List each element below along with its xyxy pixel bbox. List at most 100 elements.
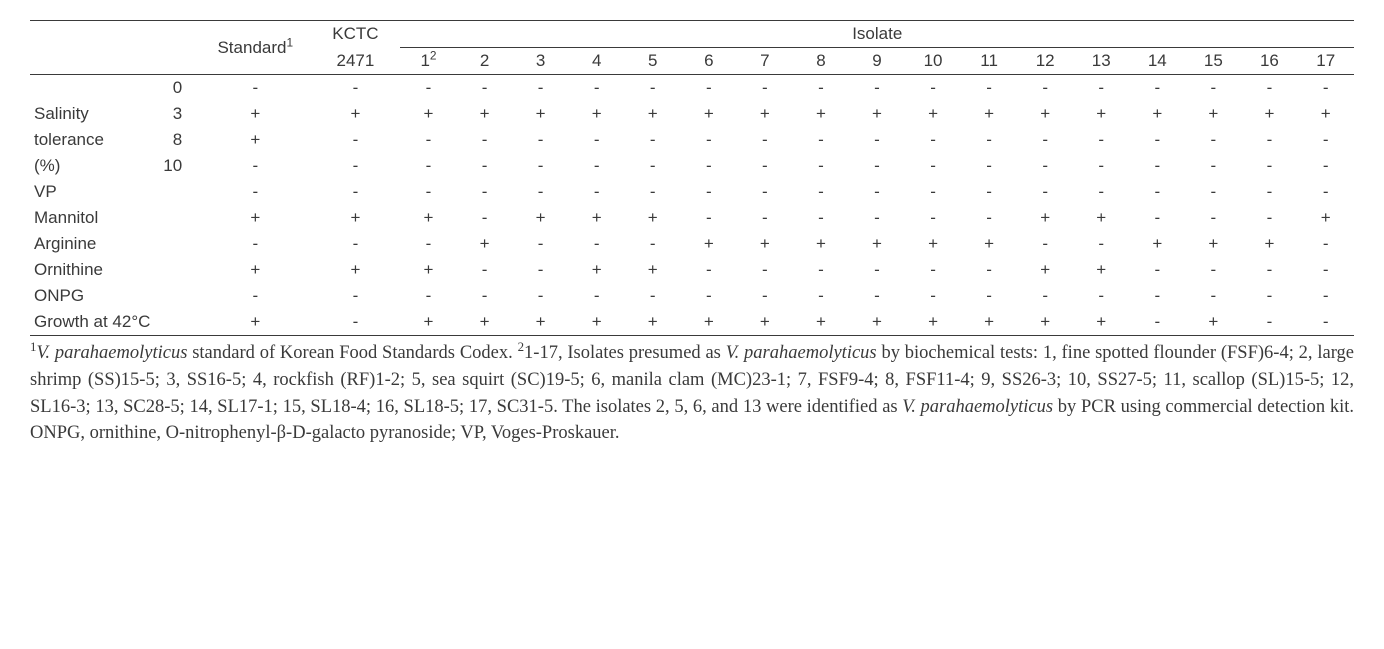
table-row: Arginine - - - + - - - + + + + + + - - +…	[30, 231, 1354, 257]
cell: -	[849, 205, 905, 231]
cell: -	[1017, 127, 1073, 153]
header-iso-1: 12	[400, 48, 456, 75]
cell: -	[905, 205, 961, 231]
row-label-vp: VP	[30, 179, 200, 205]
cell: -	[905, 179, 961, 205]
cell: -	[310, 283, 400, 309]
cell: -	[1241, 127, 1297, 153]
cell: -	[310, 127, 400, 153]
header-iso-16: 16	[1241, 48, 1297, 75]
header-blank-1	[30, 21, 125, 75]
cell: -	[1241, 283, 1297, 309]
cell: -	[961, 127, 1017, 153]
header-iso-17: 17	[1297, 48, 1354, 75]
cell: -	[1185, 205, 1241, 231]
footnote-text-2: 1-17, Isolates presumed as	[524, 343, 726, 363]
cell: +	[457, 309, 513, 336]
cell: -	[737, 205, 793, 231]
cell: +	[200, 127, 310, 153]
cell: -	[681, 153, 737, 179]
cell: +	[200, 205, 310, 231]
table-row: tolerance 8 + - - - - - - - - - - - - - …	[30, 127, 1354, 153]
header-iso-6: 6	[681, 48, 737, 75]
cell: -	[1073, 153, 1129, 179]
cell: -	[737, 257, 793, 283]
header-iso-11: 11	[961, 48, 1017, 75]
cell: +	[1185, 309, 1241, 336]
cell: -	[1185, 257, 1241, 283]
cell: +	[849, 309, 905, 336]
cell: -	[1129, 283, 1185, 309]
cell: -	[310, 309, 400, 336]
header-iso-15: 15	[1185, 48, 1241, 75]
cell: -	[961, 153, 1017, 179]
cell: +	[569, 257, 625, 283]
cell: -	[849, 127, 905, 153]
cell: -	[400, 283, 456, 309]
cell: -	[1129, 257, 1185, 283]
cell: -	[905, 153, 961, 179]
cell: +	[1129, 231, 1185, 257]
cell: -	[457, 75, 513, 102]
cell: -	[625, 231, 681, 257]
cell: -	[1297, 257, 1354, 283]
cell: -	[737, 179, 793, 205]
cell: +	[681, 231, 737, 257]
cell: +	[310, 205, 400, 231]
footnote-ital-2: V. parahaemolyticus	[726, 343, 877, 363]
cell: -	[1297, 309, 1354, 336]
cell: +	[961, 231, 1017, 257]
cell: -	[513, 283, 569, 309]
cell: -	[849, 179, 905, 205]
cell: -	[400, 179, 456, 205]
cell: -	[310, 231, 400, 257]
cell: -	[1241, 153, 1297, 179]
cell: -	[513, 231, 569, 257]
header-iso-8: 8	[793, 48, 849, 75]
cell: -	[737, 75, 793, 102]
cell: -	[1017, 153, 1073, 179]
header-iso-13: 13	[1073, 48, 1129, 75]
footnote-text-1b: standard of Korean Food Standards Codex.	[187, 343, 517, 363]
cell: -	[737, 127, 793, 153]
cell: -	[200, 75, 310, 102]
cell: -	[681, 205, 737, 231]
cell: +	[1297, 205, 1354, 231]
cell: +	[1073, 101, 1129, 127]
cell: -	[200, 231, 310, 257]
cell: -	[513, 257, 569, 283]
cell: -	[625, 127, 681, 153]
cell: +	[200, 309, 310, 336]
cell: +	[457, 231, 513, 257]
cell: +	[793, 101, 849, 127]
cell: +	[1185, 101, 1241, 127]
footnote-ital-1: V. parahaemolyticus	[36, 343, 187, 363]
cell: -	[457, 179, 513, 205]
cell: +	[1129, 101, 1185, 127]
row-label-ornithine: Ornithine	[30, 257, 200, 283]
header-kctc-bottom: 2471	[310, 48, 400, 75]
sal-level-3: 3	[125, 101, 200, 127]
cell: -	[569, 179, 625, 205]
cell: -	[310, 153, 400, 179]
cell: +	[513, 309, 569, 336]
header-blank-2	[125, 21, 200, 75]
cell: -	[625, 283, 681, 309]
cell: -	[793, 283, 849, 309]
table-row: (%) 10 - - - - - - - - - - - - - - - - -…	[30, 153, 1354, 179]
cell: -	[961, 257, 1017, 283]
cell: -	[513, 153, 569, 179]
cell: +	[905, 231, 961, 257]
cell: -	[569, 127, 625, 153]
cell: +	[793, 309, 849, 336]
cell: -	[681, 283, 737, 309]
cell: -	[625, 153, 681, 179]
cell: -	[1129, 205, 1185, 231]
cell: +	[1073, 309, 1129, 336]
cell: -	[905, 283, 961, 309]
header-iso-3: 3	[513, 48, 569, 75]
cell: -	[400, 127, 456, 153]
row-label-salinity-2: tolerance	[30, 127, 125, 153]
cell: +	[961, 101, 1017, 127]
cell: +	[513, 101, 569, 127]
